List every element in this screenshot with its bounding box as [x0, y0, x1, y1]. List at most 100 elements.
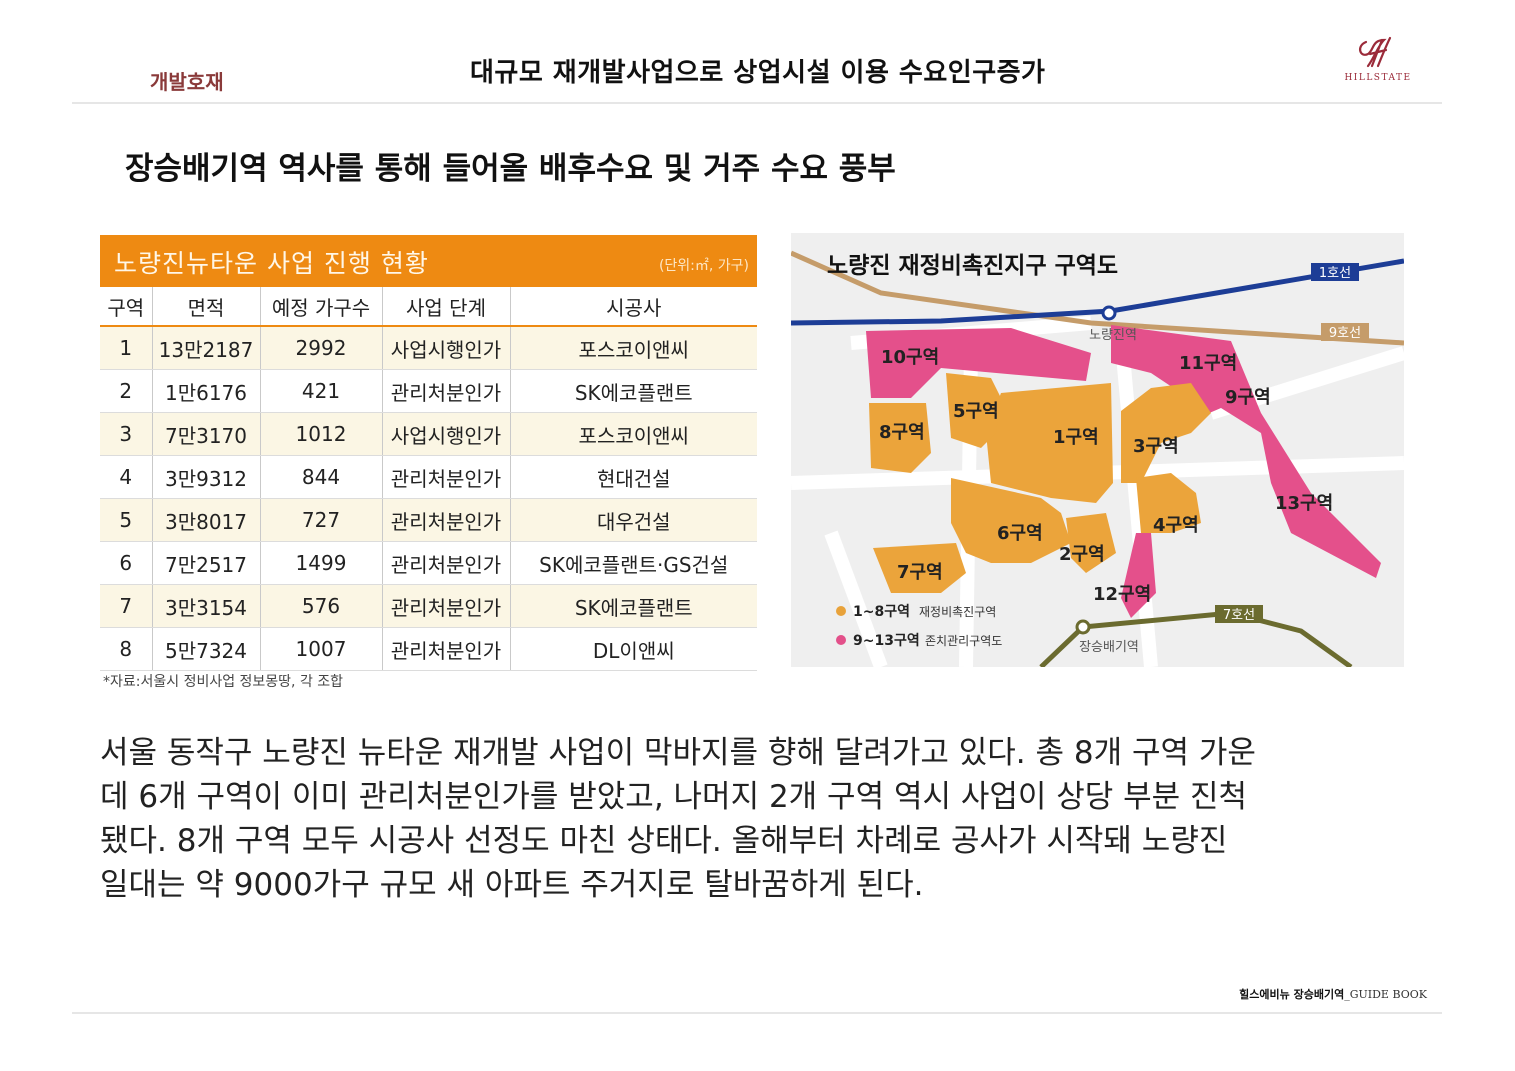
zone-13-label: 13구역 [1275, 493, 1333, 514]
cell-contractor: SK에코플랜트·GS건설 [510, 541, 757, 585]
header-divider [72, 102, 1442, 104]
body-line: 됐다. 8개 구역 모두 시공사 선정도 마친 상태다. 올해부터 차례로 공사… [100, 823, 1228, 859]
page-title: 대규모 재개발사업으로 상업시설 이용 수요인구증가 [470, 58, 1046, 88]
station-noryangjin-label: 노량진역 [1089, 328, 1137, 343]
cell-stage: 관리처분인가 [382, 455, 511, 499]
col-header-contractor: 시공사 [510, 287, 757, 327]
cell-zone: 5 [100, 498, 153, 542]
col-header-zone: 구역 [100, 287, 153, 327]
zone-10-label: 10구역 [881, 347, 939, 368]
table-row: 8 5만7324 1007 관리처분인가 DL이앤씨 [100, 627, 757, 671]
zone-9-label: 9구역 [1225, 387, 1271, 408]
hillstate-logo: HILLSTATE [1344, 36, 1411, 83]
table-unit: (단위:㎡, 가구) [658, 258, 749, 274]
line-1-label: 1호선 [1319, 266, 1351, 281]
cell-area: 5만7324 [152, 627, 261, 671]
cell-area: 7만2517 [152, 541, 261, 585]
cell-zone: 1 [100, 326, 153, 370]
body-paragraph: 서울 동작구 노량진 뉴타운 재개발 사업이 막바지를 향해 달려가고 있다. … [100, 731, 1440, 907]
project-status-table: 노량진뉴타운 사업 진행 현황 (단위:㎡, 가구) 구역 면적 예정 가구수 … [100, 235, 757, 671]
table-row: 7 3만3154 576 관리처분인가 SK에코플랜트 [100, 584, 757, 628]
cell-households: 421 [260, 369, 383, 413]
cell-stage: 관리처분인가 [382, 498, 511, 542]
line-1-badge [1311, 263, 1359, 281]
cell-households: 1012 [260, 412, 383, 456]
legend-pink-desc: 존치관리구역도 [925, 634, 1002, 648]
body-line: 서울 동작구 노량진 뉴타운 재개발 사업이 막바지를 향해 달려가고 있다. … [100, 735, 1256, 771]
cell-contractor: 포스코이앤씨 [510, 412, 757, 456]
cell-zone: 6 [100, 541, 153, 585]
cell-zone: 3 [100, 412, 153, 456]
footer-label: 힐스에비뉴 장승배기역_GUIDE BOOK [1239, 986, 1427, 1002]
zone-2-label: 2구역 [1059, 544, 1105, 565]
status-table: 구역 면적 예정 가구수 사업 단계 시공사 1 13만2187 2992 사업시행인… [100, 287, 757, 671]
zone-10 [866, 328, 1091, 398]
cell-households: 1499 [260, 541, 383, 585]
station-jangseungbaegi-marker [1075, 619, 1091, 635]
zone-4-label: 4구역 [1153, 515, 1199, 536]
table-title: 노량진뉴타운 사업 진행 현황 [114, 249, 429, 278]
cell-area: 13만2187 [152, 326, 261, 370]
zone-1 [986, 383, 1113, 503]
col-header-stage: 사업 단계 [382, 287, 511, 327]
footer-suffix: _GUIDE BOOK [1344, 988, 1427, 1001]
table-row: 6 7만2517 1499 관리처분인가 SK에코플랜트·GS건설 [100, 541, 757, 585]
cell-stage: 사업시행인가 [382, 412, 511, 456]
line-1-track [791, 258, 1404, 326]
cell-contractor: DL이앤씨 [510, 627, 757, 671]
zone-2 [1066, 513, 1116, 573]
zone-12 [1121, 533, 1156, 618]
cell-area: 3만9312 [152, 455, 261, 499]
cell-contractor: SK에코플랜트 [510, 369, 757, 413]
zone-4 [1136, 473, 1201, 533]
table-row: 2 1만6176 421 관리처분인가 SK에코플랜트 [100, 369, 757, 413]
zone-3 [1121, 383, 1211, 483]
map-title: 노량진 재정비촉진지구 구역도 [827, 253, 1118, 279]
legend-orange-label: 1~8구역 [853, 603, 910, 620]
cell-zone: 8 [100, 627, 153, 671]
zone-7 [873, 543, 966, 593]
cell-stage: 관리처분인가 [382, 369, 511, 413]
cell-stage: 관리처분인가 [382, 541, 511, 585]
zone-11-label: 11구역 [1179, 353, 1237, 374]
line-7-badge [1215, 605, 1263, 623]
line-9-badge [1321, 323, 1369, 341]
footer-divider [72, 1012, 1442, 1014]
col-header-area: 면적 [152, 287, 261, 327]
legend-orange-desc: 재정비촉진구역 [919, 605, 996, 619]
zone-1-label: 1구역 [1053, 427, 1099, 448]
cell-zone: 7 [100, 584, 153, 628]
zone-6-label: 6구역 [997, 523, 1043, 544]
zone-7-label: 7구역 [897, 562, 943, 583]
cell-households: 727 [260, 498, 383, 542]
table-row: 5 3만8017 727 관리처분인가 대우건설 [100, 498, 757, 542]
cell-contractor: 포스코이앤씨 [510, 326, 757, 370]
legend-orange-dot [836, 606, 846, 616]
station-noryangjin-marker [1101, 305, 1117, 321]
footer-title: 힐스에비뉴 장승배기역 [1239, 988, 1345, 1001]
category-label: 개발호재 [150, 70, 224, 94]
body-line: 일대는 약 9000가구 규모 새 아파트 주거지로 탈바꿈하게 된다. [100, 867, 924, 903]
cell-zone: 2 [100, 369, 153, 413]
body-line: 데 6개 구역이 이미 관리처분인가를 받았고, 나머지 2개 구역 역시 사업… [100, 779, 1248, 815]
logo-text: HILLSTATE [1344, 73, 1411, 83]
zone-3-label: 3구역 [1133, 436, 1179, 457]
line-9-label: 9호선 [1329, 326, 1361, 341]
line-7-label: 7호선 [1223, 608, 1255, 623]
cell-households: 2992 [260, 326, 383, 370]
col-header-households: 예정 가구수 [260, 287, 383, 327]
line-9-track [791, 250, 1404, 346]
cell-stage: 관리처분인가 [382, 584, 511, 628]
cell-area: 7만3170 [152, 412, 261, 456]
section-subtitle: 장승배기역 역사를 통해 들어올 배후수요 및 거주 수요 풍부 [125, 151, 896, 187]
zone-12-label: 12구역 [1093, 584, 1151, 605]
zone-8-label: 8구역 [879, 422, 925, 443]
zone-6 [951, 478, 1071, 563]
station-jangseungbaegi-label: 장승배기역 [1079, 640, 1139, 655]
table-source-note: *자료:서울시 정비사업 정보몽땅, 각 조합 [103, 674, 344, 690]
zone-5 [946, 373, 1001, 448]
table-header-bar: 노량진뉴타운 사업 진행 현황 (단위:㎡, 가구) [100, 235, 757, 287]
cell-stage: 관리처분인가 [382, 627, 511, 671]
cell-stage: 사업시행인가 [382, 326, 511, 370]
cell-contractor: 대우건설 [510, 498, 757, 542]
